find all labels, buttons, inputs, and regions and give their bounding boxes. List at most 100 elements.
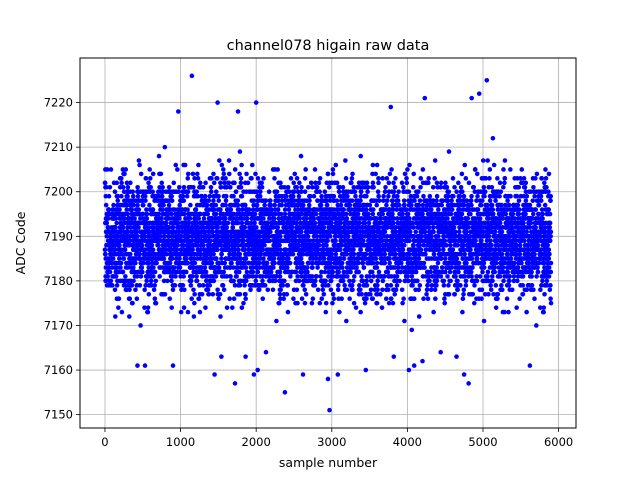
data-point [290,193,296,199]
data-point [106,193,112,199]
data-point [291,180,297,186]
data-point [231,193,236,199]
data-point [135,234,140,239]
data-point [338,202,344,208]
data-point [268,198,273,203]
data-point [298,153,304,159]
data-point [166,202,172,208]
data-point [291,296,296,302]
data-point [238,176,244,181]
data-point [470,291,476,297]
data-point [121,256,127,261]
data-point [138,171,144,177]
data-point [120,269,126,275]
data-point [428,287,434,293]
data-point [113,274,119,279]
data-point [349,198,355,203]
data-point [134,296,140,302]
data-point [463,278,469,284]
data-point [203,269,209,275]
data-point [436,207,441,212]
data-point [190,247,195,252]
data-point [122,216,127,221]
data-point [316,180,322,186]
data-point [457,229,462,235]
data-point [262,202,267,208]
data-point [241,238,246,244]
data-point [375,189,381,195]
data-point [395,265,401,270]
data-point [401,296,406,302]
data-point [176,184,182,190]
data-point [334,180,340,186]
data-point [409,327,415,333]
data-point [391,180,396,186]
data-point [324,242,329,248]
data-point [463,283,469,288]
data-point [345,234,351,239]
data-point [196,296,202,302]
data-point [347,202,353,208]
data-point [104,184,109,190]
data-point [192,176,197,181]
data-point [124,207,130,212]
data-point [162,144,168,150]
data-point [192,300,197,306]
data-point [255,176,261,181]
data-point [421,296,426,302]
data-point [238,180,244,186]
data-point [377,198,382,203]
data-point [177,216,182,221]
data-point [107,184,113,190]
data-point [374,265,380,270]
data-point [434,265,439,270]
data-point [312,220,318,226]
data-point [185,260,191,266]
data-point [424,287,430,293]
data-point [201,216,207,221]
data-point [146,180,151,186]
data-point [272,202,277,208]
data-point [353,193,358,199]
data-point [447,269,453,275]
data-point [216,296,221,302]
data-point [391,220,396,226]
data-point [142,305,147,310]
data-point [246,207,252,212]
data-point [213,202,219,208]
data-point [252,211,258,217]
data-point [442,296,447,302]
data-point [211,198,216,203]
data-point [362,220,368,226]
data-point [253,274,259,279]
data-point [213,211,219,217]
data-point [432,287,438,293]
data-point [329,220,334,226]
data-point [257,193,263,199]
data-point [326,283,331,288]
data-point [175,242,181,248]
data-point [203,305,208,310]
data-point [235,202,241,208]
data-point [217,158,222,163]
data-point [425,296,431,302]
data-point [214,256,219,261]
data-point [200,283,206,288]
data-point [277,242,282,248]
data-point [318,202,324,208]
data-point [245,180,251,186]
data-point [176,189,181,195]
data-point [343,176,349,181]
data-point [281,296,287,302]
data-point [472,283,477,288]
data-point [411,171,417,177]
data-point [113,225,118,230]
data-point [171,180,177,186]
data-point [340,265,345,270]
data-point [385,269,391,275]
data-point [336,269,342,275]
data-point [147,202,152,208]
data-point [275,167,280,172]
data-point [454,189,459,195]
data-point [191,314,197,319]
